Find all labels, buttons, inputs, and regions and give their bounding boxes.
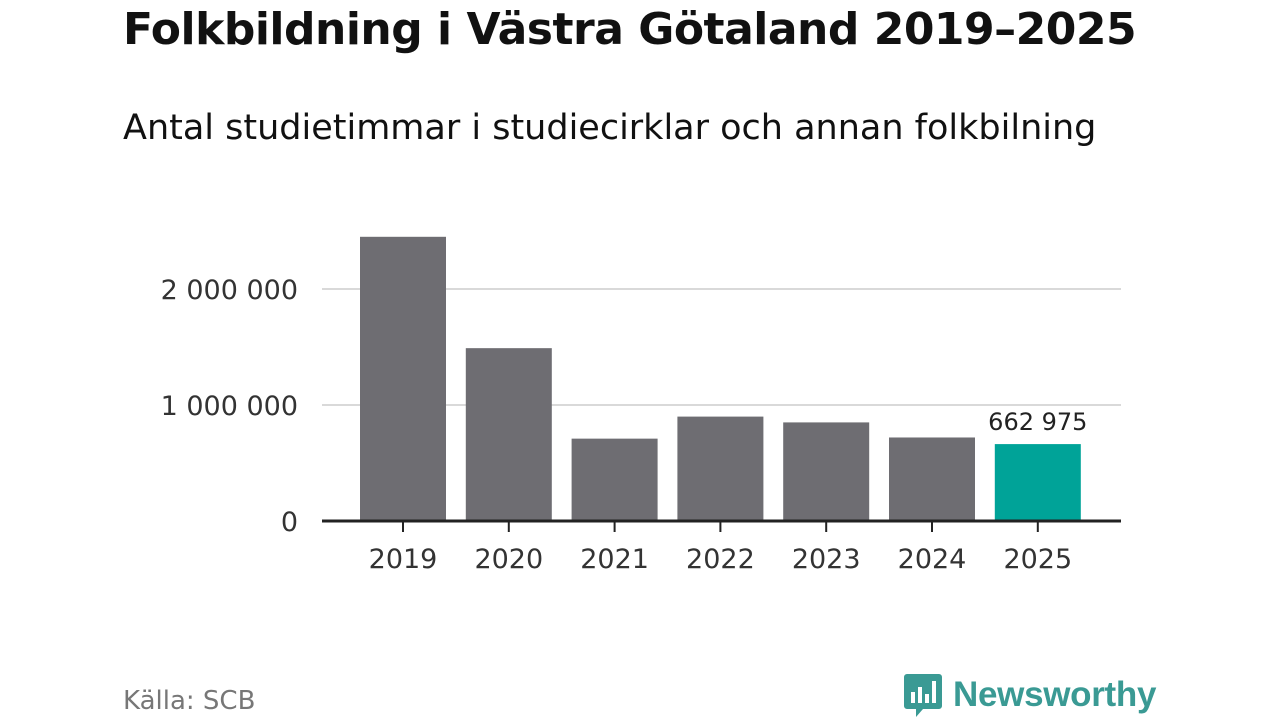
brand: Newsworthy: [903, 672, 1156, 718]
bar-2022: [677, 416, 764, 521]
newsworthy-logo-icon: [904, 674, 942, 717]
x-tick-label: 2022: [686, 544, 755, 575]
x-tick-label: 2020: [474, 544, 543, 575]
x-tick-label: 2024: [898, 544, 967, 575]
bar-2019: [360, 236, 446, 522]
source-note: Källa: SCB: [123, 686, 256, 716]
chart-title: Folkbildning i Västra Götaland 2019–2025: [123, 4, 1137, 55]
y-tick-label: 0: [281, 507, 298, 538]
bar-2023: [783, 422, 870, 521]
bar-2025: [994, 444, 1081, 521]
x-tick-label: 2021: [580, 544, 649, 575]
brand-name: Newsworthy: [953, 675, 1157, 714]
bar-2021: [571, 438, 658, 521]
x-tick-label: 2023: [792, 544, 861, 575]
y-tick-label: 2 000 000: [161, 275, 298, 306]
bar-2020: [465, 348, 552, 521]
x-tick-label: 2019: [369, 544, 438, 575]
y-tick-label: 1 000 000: [161, 391, 298, 422]
x-tick-label: 2025: [1003, 544, 1072, 575]
data-label: 662 975: [988, 408, 1087, 436]
bar-2024: [889, 437, 975, 521]
chart-subtitle: Antal studietimmar i studiecirklar och a…: [123, 108, 1097, 148]
